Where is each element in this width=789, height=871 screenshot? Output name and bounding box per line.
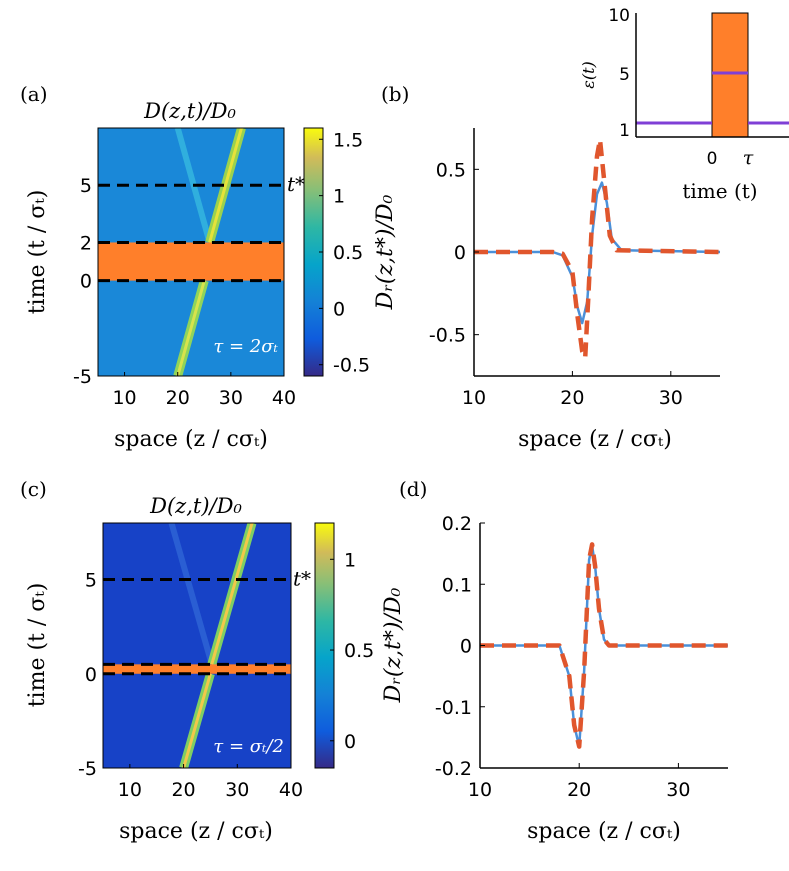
heatmap-a-xtick-label: 40 [272, 387, 296, 409]
axes-b-xtick-label: 30 [659, 387, 683, 409]
panel-b: (b) 10 20 30 0.50-0.5 space (z / cσₜ) Dᵣ(z… [373, 82, 721, 452]
axes-b-ytick-label: 0 [454, 242, 466, 264]
axes-d-xlabel: space (z / cσₜ) [527, 819, 681, 844]
colorbar-c-tick-label: 0.5 [344, 640, 374, 662]
inset-xtick-0: 0 [707, 149, 718, 169]
heatmap-c-ylabel: time (t / σₜ) [25, 583, 50, 708]
axes-b-series-dashed [474, 137, 721, 361]
heatmap-a-xtick-label: 10 [112, 387, 136, 409]
panel-b-label: (b) [381, 82, 409, 106]
heatmap-c-tstar-label: t* [293, 567, 311, 591]
colorbar-a-tick-label: 0 [333, 298, 345, 320]
colorbar-a-tick-label: 0.5 [333, 242, 363, 264]
heatmap-c-reflected-pulse [168, 523, 215, 666]
heatmap-a-ytick-label: 5 [80, 175, 92, 197]
axes-b-ytick-label: -0.5 [429, 325, 466, 347]
heatmap-a-modulation-band [98, 242, 284, 281]
heatmap-a-xtick-label: 20 [166, 387, 190, 409]
heatmap-c-xtick-label: 10 [118, 779, 142, 801]
heatmap-a-xlabel: space (z / cσₜ) [114, 427, 268, 452]
axes-b-xtick-label: 10 [462, 387, 486, 409]
colorbar-a-tick-label: 1 [333, 186, 345, 208]
axes-d-ytick-label: 0.1 [442, 574, 472, 596]
heatmap-a-frame [97, 127, 285, 377]
axes-d-ylabel: Dᵣ(z,t*)/D₀ [381, 587, 406, 703]
axes-d-xtick-label: 10 [468, 779, 492, 801]
inset: 10 5 1 0 τ time (t) ε(t) [579, 5, 789, 203]
heatmap-c-ytick-label: 0 [85, 664, 97, 686]
panel-c-label: (c) [20, 477, 47, 501]
panel-d: (d) 10 20 30 0.2 0.1 0 -0.1 -0.2 space (z / cσ… [381, 477, 728, 844]
inset-ytick-5: 5 [619, 65, 630, 85]
axes-d-ytick-label: 0 [460, 636, 472, 658]
inset-xlabel: time (t) [682, 179, 757, 203]
inset-ylabel: ε(t) [579, 61, 598, 89]
heatmap-a-incident-pulse-core [176, 280, 206, 376]
axes-d-ytick-label: -0.1 [435, 697, 472, 719]
heatmap-c-xtick-label: 30 [225, 779, 249, 801]
heatmap-c-ytick-label: -5 [78, 758, 97, 780]
heatmap-a-xtick-label: 30 [219, 387, 243, 409]
heatmap-c-ytick-label: 5 [85, 570, 97, 592]
heatmap-c-modulation-band [103, 664, 291, 674]
colorbar-c-tick-label: 1 [344, 549, 356, 571]
colorbar-a-tick-label: -0.5 [333, 355, 370, 377]
inset-xtick-tau: τ [743, 147, 754, 169]
heatmap-a-ytick-label: 0 [80, 271, 92, 293]
axes-b-xlabel: space (z / cσₜ) [518, 427, 672, 452]
heatmap-c-incident-pulse-core [182, 673, 212, 768]
heatmap-c-annotation: τ = σₜ/2 [213, 736, 284, 757]
heatmap-a-ytick-label: 2 [80, 232, 92, 254]
heatmap-c-xtick-label: 20 [171, 779, 195, 801]
heatmap-c-frame [102, 522, 292, 769]
panel-c-title: D(z,t)/D₀ [149, 494, 242, 518]
heatmap-c-xtick-label: 40 [279, 779, 303, 801]
heatmap-a-tstar-label: t* [287, 172, 305, 196]
axes-d-series-dashed [480, 542, 728, 749]
panel-c: (c) D(z,t)/D₀ t* τ = σₜ/2 10 20 30 40 -505 … [20, 477, 374, 844]
inset-ytick-10: 10 [608, 6, 630, 26]
colorbar-c-tick-label: 0 [344, 731, 356, 753]
colorbar-c [314, 522, 335, 769]
axes-d-ytick-label: 0.2 [442, 513, 472, 535]
axes-d-xtick-label: 30 [666, 779, 690, 801]
panel-a-title: D(z,t)/D₀ [143, 99, 236, 123]
axes-d-series-solid [480, 544, 728, 748]
axes-d-xtick-label: 20 [567, 779, 591, 801]
panel-a: (a) D(z,t)/D₀ t* τ = 2σₜ 10 20 30 40 -5025 … [20, 82, 370, 452]
panel-a-label: (a) [20, 82, 48, 106]
heatmap-a-annotation: τ = 2σₜ [213, 336, 278, 357]
colorbar-a-tick-label: 1.5 [333, 129, 363, 151]
heatmap-a-ytick-label: -5 [73, 366, 92, 388]
inset-modulation-band [711, 12, 749, 138]
heatmap-a-transmitted-pulse-core [208, 128, 243, 243]
heatmap-c-transmitted-pulse-core [210, 523, 254, 665]
axes-b-ylabel: Dᵣ(z,t*)/D₀ [373, 194, 398, 310]
heatmap-a-ylabel: time (t / σₜ) [25, 190, 50, 315]
heatmap-c-xlabel: space (z / cσₜ) [119, 819, 273, 844]
panel-d-label: (d) [399, 477, 427, 501]
axes-b-xtick-label: 20 [560, 387, 584, 409]
axes-b-ytick-label: 0.5 [436, 159, 466, 181]
inset-ytick-1: 1 [619, 121, 630, 141]
axes-d-ytick-label: -0.2 [435, 758, 472, 780]
